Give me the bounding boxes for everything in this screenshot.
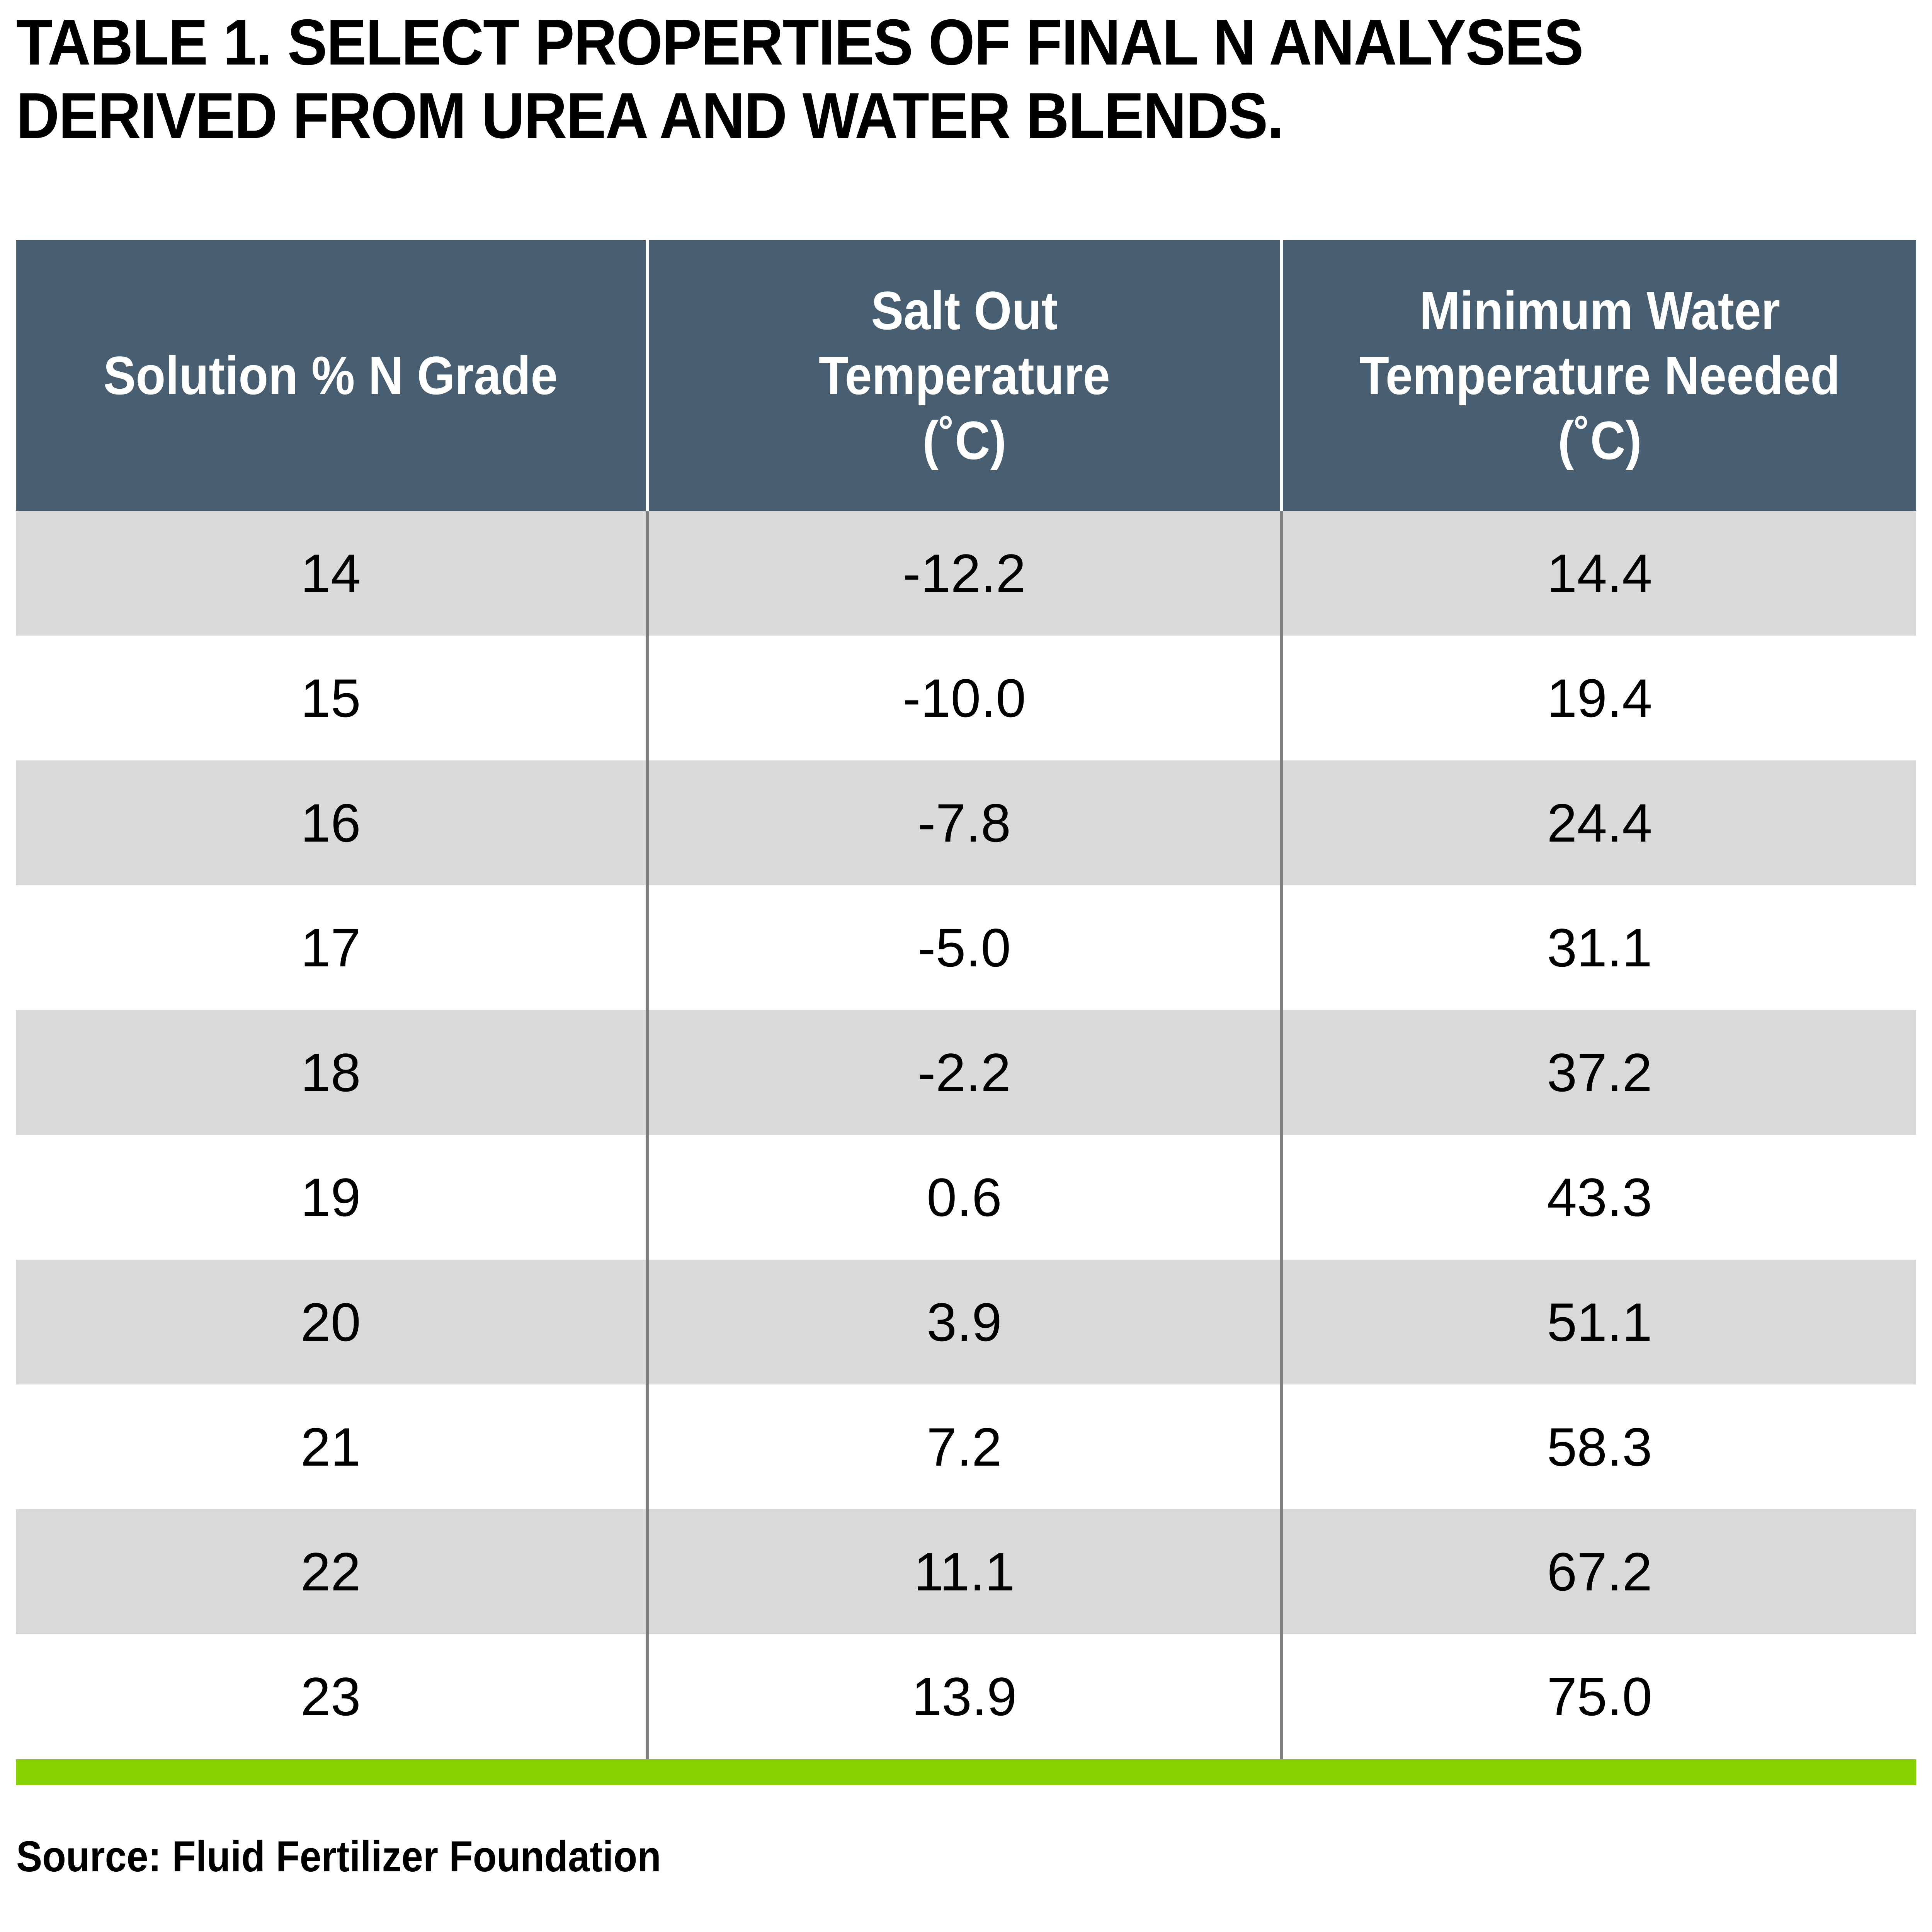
column-divider [1280, 636, 1283, 760]
cell-min-water: 51.1 [1547, 1291, 1652, 1352]
column-divider [645, 760, 649, 885]
cell-salt-out: -7.8 [917, 792, 1011, 853]
cell-salt-out: 0.6 [927, 1167, 1002, 1228]
column-divider [645, 1010, 649, 1135]
column-divider [1280, 240, 1283, 511]
cell-salt-out: 7.2 [927, 1416, 1002, 1477]
cell-min-water: 19.4 [1547, 667, 1652, 728]
cell-grade: 21 [300, 1416, 361, 1477]
source-note: Source: Fluid Fertilizer Foundation [16, 1832, 661, 1881]
column-divider [645, 511, 649, 636]
header-salt-out-temp: Salt Out Temperature (˚C) [818, 280, 1110, 471]
cell-salt-out: -12.2 [902, 543, 1026, 604]
cell-grade: 14 [300, 543, 361, 604]
cell-min-water: 14.4 [1547, 543, 1652, 604]
cell-min-water: 31.1 [1547, 917, 1652, 978]
cell-min-water: 58.3 [1547, 1416, 1652, 1477]
cell-salt-out: -2.2 [917, 1042, 1011, 1103]
table-row: 23 13.9 75.0 [16, 1634, 1916, 1759]
table-row: 18 -2.2 37.2 [16, 1010, 1916, 1135]
column-divider [645, 1135, 649, 1260]
column-divider [1280, 1135, 1283, 1260]
cell-grade: 15 [300, 667, 361, 728]
column-divider [1280, 760, 1283, 885]
cell-grade: 22 [300, 1541, 361, 1602]
table-title: TABLE 1. SELECT PROPERTIES OF FINAL N AN… [16, 5, 1758, 152]
column-divider [1280, 1509, 1283, 1634]
cell-grade: 18 [300, 1042, 361, 1103]
column-divider [645, 240, 649, 511]
column-divider [1280, 1010, 1283, 1135]
cell-grade: 17 [300, 917, 361, 978]
column-divider [1280, 885, 1283, 1010]
table-row: 14 -12.2 14.4 [16, 511, 1916, 636]
column-divider [645, 1509, 649, 1634]
cell-min-water: 67.2 [1547, 1541, 1652, 1602]
cell-min-water: 24.4 [1547, 792, 1652, 853]
data-table: Solution % N Grade Salt Out Temperature … [16, 240, 1916, 1759]
header-solution-grade: Solution % N Grade [103, 345, 558, 406]
column-divider [1280, 1260, 1283, 1384]
table-row: 17 -5.0 31.1 [16, 885, 1916, 1010]
column-divider [1280, 1634, 1283, 1759]
column-divider [1280, 511, 1283, 636]
table-row: 20 3.9 51.1 [16, 1260, 1916, 1384]
cell-salt-out: 11.1 [913, 1541, 1015, 1602]
cell-min-water: 75.0 [1547, 1666, 1652, 1727]
title-line-2: DERIVED FROM UREA AND WATER BLENDS. [16, 79, 1284, 152]
table-row: 19 0.6 43.3 [16, 1135, 1916, 1260]
table-row: 22 11.1 67.2 [16, 1509, 1916, 1634]
cell-grade: 20 [300, 1291, 361, 1352]
column-divider [645, 1384, 649, 1509]
column-divider [645, 1260, 649, 1384]
table-row: 16 -7.8 24.4 [16, 760, 1916, 885]
table-row: 15 -10.0 19.4 [16, 636, 1916, 760]
column-divider [645, 1634, 649, 1759]
cell-salt-out: -10.0 [902, 667, 1026, 728]
cell-grade: 19 [300, 1167, 361, 1228]
header-min-water-temp: Minimum Water Temperature Needed (˚C) [1359, 280, 1840, 471]
cell-grade: 23 [300, 1666, 361, 1727]
cell-grade: 16 [300, 792, 361, 853]
accent-bar [16, 1759, 1916, 1785]
cell-min-water: 43.3 [1547, 1167, 1652, 1228]
column-divider [645, 885, 649, 1010]
cell-salt-out: 13.9 [912, 1666, 1017, 1727]
cell-salt-out: 3.9 [927, 1291, 1002, 1352]
cell-salt-out: -5.0 [917, 917, 1011, 978]
column-divider [645, 636, 649, 760]
table-row: 21 7.2 58.3 [16, 1384, 1916, 1509]
title-line-1: TABLE 1. SELECT PROPERTIES OF FINAL N AN… [16, 6, 1584, 78]
column-divider [1280, 1384, 1283, 1509]
cell-min-water: 37.2 [1547, 1042, 1652, 1103]
table-header: Solution % N Grade Salt Out Temperature … [16, 240, 1916, 511]
